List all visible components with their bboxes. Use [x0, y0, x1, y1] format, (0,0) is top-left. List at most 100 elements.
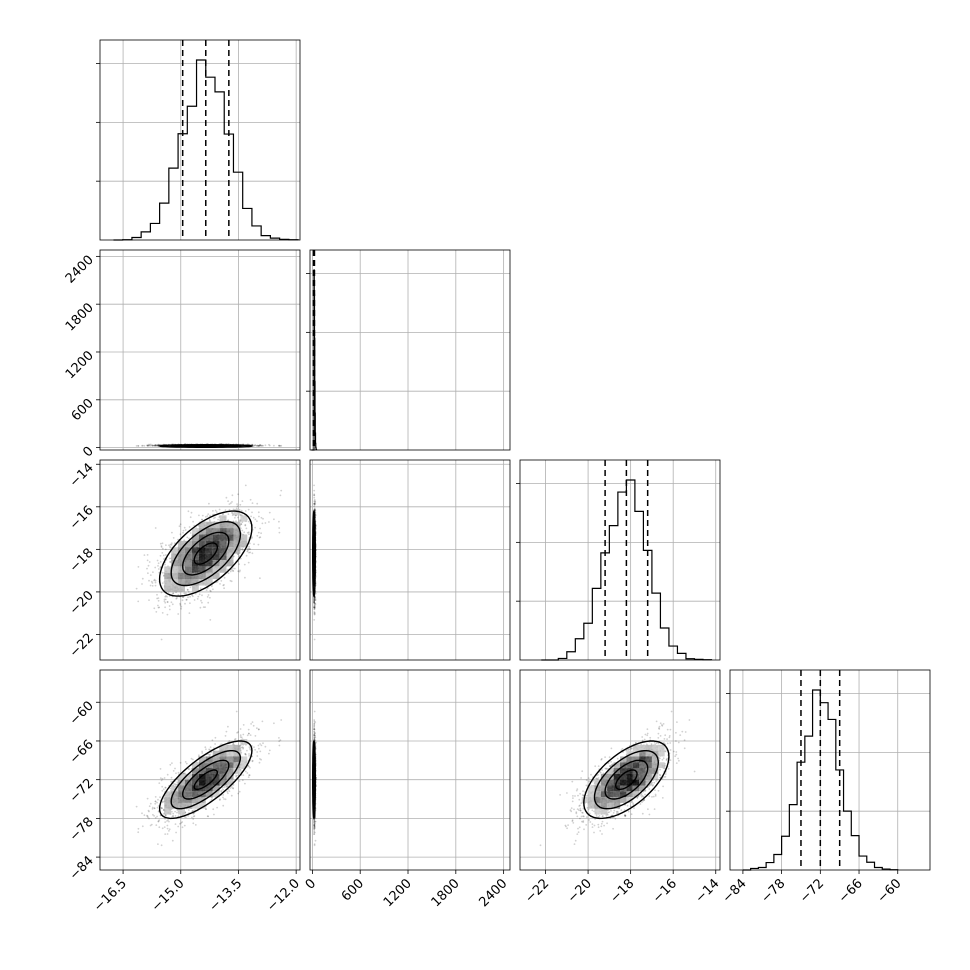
sample-point	[241, 500, 244, 502]
sample-point	[157, 443, 160, 446]
sample-point	[244, 510, 247, 512]
sample-point	[169, 560, 172, 563]
sample-point	[157, 606, 160, 609]
sample-point	[153, 578, 156, 581]
sample-point	[171, 603, 174, 606]
sample-point	[201, 514, 204, 517]
sample-point	[170, 601, 173, 604]
sample-point	[209, 619, 212, 621]
sample-point	[256, 444, 259, 447]
sample-point	[164, 554, 167, 556]
density-cell	[219, 515, 227, 522]
panel-2-0	[99, 459, 301, 661]
sample-point	[164, 548, 167, 551]
sample-point	[197, 595, 200, 598]
panel-frame	[99, 39, 301, 241]
sample-point	[227, 572, 230, 575]
sample-point	[169, 543, 172, 546]
sample-point	[261, 444, 264, 447]
sample-point	[147, 564, 150, 567]
contour	[158, 444, 254, 448]
sample-point	[196, 598, 199, 600]
sample-point	[161, 547, 164, 550]
sample-point	[214, 516, 217, 519]
sample-point	[223, 576, 226, 579]
sample-point	[151, 444, 154, 447]
sample-point	[279, 494, 282, 497]
sample-point	[180, 605, 183, 608]
sample-point	[206, 596, 209, 598]
sample-point	[208, 502, 210, 505]
sample-point	[260, 444, 262, 447]
sample-point	[251, 552, 254, 555]
sample-point	[148, 444, 150, 447]
density-cell	[178, 585, 185, 592]
sample-point	[157, 568, 160, 570]
sample-point	[225, 496, 228, 499]
sample-point	[148, 443, 150, 446]
sample-point	[254, 526, 256, 529]
sample-point	[137, 566, 140, 568]
sample-point	[313, 605, 315, 608]
sample-point	[249, 548, 251, 550]
panel-3-3	[726, 669, 931, 871]
sample-point	[189, 586, 192, 589]
panel-frame	[99, 249, 301, 451]
panel-0-0	[96, 39, 301, 241]
sample-point	[178, 525, 181, 528]
sample-point	[248, 546, 251, 548]
sample-point	[199, 606, 202, 609]
sample-point	[257, 511, 260, 514]
density-cell	[205, 547, 213, 554]
sample-point	[215, 511, 218, 513]
sample-point	[229, 502, 232, 505]
sample-point	[148, 561, 151, 563]
sample-point	[268, 511, 271, 514]
sample-point	[247, 508, 250, 511]
sample-point	[280, 444, 283, 447]
sample-point	[248, 520, 250, 523]
sample-point	[180, 607, 183, 610]
sample-point	[264, 444, 267, 447]
density-cell	[219, 566, 227, 573]
panel-1-0	[99, 249, 301, 451]
density-cell	[164, 579, 172, 586]
sample-point	[149, 444, 152, 447]
sample-point	[182, 531, 184, 534]
sample-point	[258, 444, 261, 447]
sample-point	[193, 599, 196, 601]
sample-point	[175, 597, 178, 600]
density-cell	[219, 534, 227, 541]
density-cell	[240, 534, 248, 541]
sample-point	[156, 444, 158, 447]
sample-point	[259, 444, 261, 446]
sample-point	[165, 544, 167, 547]
sample-point	[245, 527, 248, 530]
density-cell	[212, 534, 220, 541]
sample-point	[205, 589, 208, 591]
sample-point	[254, 518, 257, 521]
sample-point	[157, 445, 159, 447]
sample-point	[273, 518, 275, 521]
density-cell	[164, 585, 172, 592]
sample-point	[164, 595, 167, 598]
sample-point	[160, 638, 163, 641]
sample-point	[164, 563, 166, 566]
sample-point	[262, 444, 264, 447]
sample-point	[157, 599, 160, 602]
sample-point	[268, 444, 271, 447]
sample-point	[147, 444, 150, 447]
sample-point	[146, 444, 149, 447]
sample-point	[161, 552, 164, 554]
panel-2-2	[516, 459, 721, 661]
sample-point	[184, 602, 186, 605]
sample-point	[154, 444, 157, 447]
density-cell	[164, 566, 172, 573]
sample-point	[227, 500, 230, 503]
sample-point	[210, 590, 212, 593]
sample-point	[168, 605, 171, 607]
sample-point	[250, 515, 253, 518]
sample-point	[163, 600, 166, 602]
sample-point	[157, 604, 159, 607]
sample-point	[152, 444, 154, 447]
